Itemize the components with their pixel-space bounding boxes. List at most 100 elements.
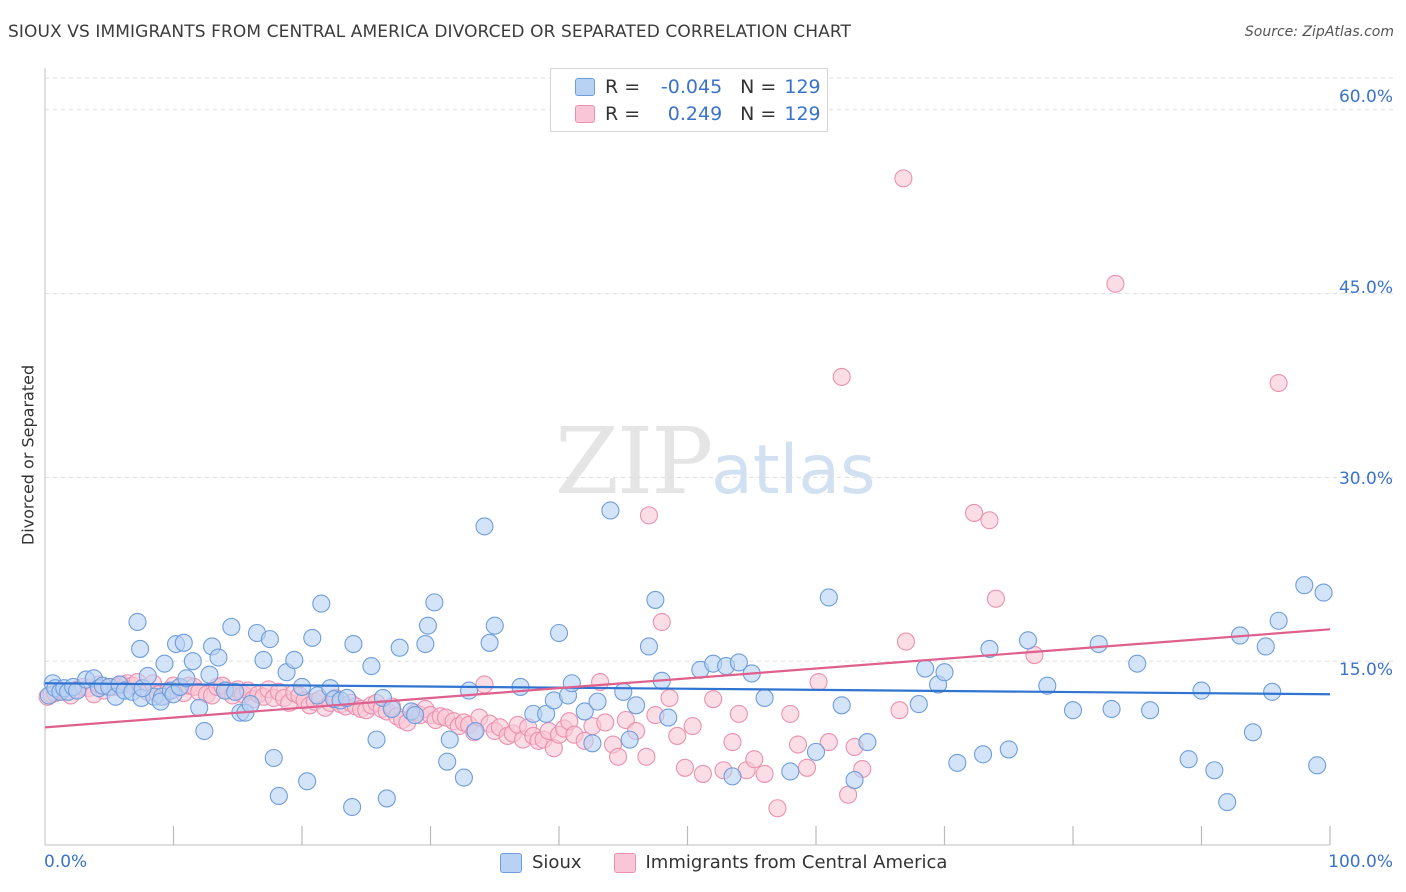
central-america-point <box>894 169 913 188</box>
sioux-point <box>909 695 928 714</box>
legend-row-central-america: R = 0.249 N = 129 <box>575 102 821 126</box>
sioux-point <box>537 704 556 723</box>
sioux-point <box>480 633 499 652</box>
sioux-point <box>292 677 312 696</box>
sioux-point <box>575 702 594 721</box>
sioux-point <box>485 616 504 635</box>
sioux-point <box>222 617 241 636</box>
central-america-point <box>1269 373 1288 393</box>
sioux-point <box>819 588 838 607</box>
central-america-point <box>788 735 808 754</box>
sioux-point <box>1063 701 1083 720</box>
central-america-point <box>609 747 628 766</box>
sioux-point <box>781 762 800 781</box>
sioux-point <box>583 734 602 753</box>
sioux-point <box>440 730 459 749</box>
chart-title: SIOUX VS IMMIGRANTS FROM CENTRAL AMERICA… <box>8 22 852 42</box>
central-america-point <box>668 726 687 745</box>
sioux-point <box>438 752 457 771</box>
central-america-point <box>1106 274 1125 293</box>
central-america-point <box>729 704 748 723</box>
legend-r-label: R = <box>605 76 641 98</box>
y-tick-label-60: 60.0% <box>1338 87 1393 107</box>
sioux-point <box>858 733 877 752</box>
legend-swatch-sioux <box>500 852 522 873</box>
legend-r-value: -0.045 <box>660 76 723 98</box>
legend-item-sioux: Sioux <box>500 852 582 873</box>
sioux-point <box>195 721 214 741</box>
sioux-point <box>138 666 157 685</box>
sioux-point <box>390 638 409 657</box>
sioux-point <box>183 652 202 671</box>
sioux-point <box>999 740 1018 759</box>
legend-n-label: N = <box>740 76 777 98</box>
sioux-point <box>362 657 381 676</box>
sioux-point <box>344 634 363 654</box>
central-america-point <box>768 799 787 818</box>
central-america-point <box>819 733 838 752</box>
legend-r-value: 0.249 <box>667 103 723 125</box>
central-america-point <box>896 632 916 651</box>
sioux-point <box>382 699 402 719</box>
sioux-point <box>1256 637 1275 656</box>
sioux-point <box>627 696 646 715</box>
sioux-point <box>269 786 288 806</box>
central-america-point <box>704 690 723 709</box>
central-america-point <box>797 758 817 777</box>
central-america-point <box>755 764 774 783</box>
central-america-point <box>475 675 494 694</box>
sioux-point <box>1308 756 1327 775</box>
sioux-point <box>1128 654 1147 673</box>
central-america-point <box>809 672 828 692</box>
central-america-point <box>639 506 659 525</box>
sioux-point <box>601 501 620 520</box>
y-tick-label-15: 15.0% <box>1338 660 1393 680</box>
sioux-point <box>646 590 665 609</box>
sioux-point <box>241 695 260 714</box>
sioux-point <box>1218 793 1237 812</box>
sioux-point <box>260 630 279 649</box>
central-america-point <box>986 589 1005 608</box>
legend-label-central-america: Immigrants from Central America <box>645 852 948 873</box>
sioux-point <box>128 612 147 632</box>
sioux-point <box>285 650 304 670</box>
sioux-point <box>1102 699 1121 719</box>
central-america-point <box>965 503 984 522</box>
sioux-point <box>935 663 954 682</box>
central-america-point <box>980 511 999 530</box>
series-legend: Sioux Immigrants from Central America <box>500 852 979 873</box>
sioux-point <box>973 745 993 764</box>
sioux-point <box>264 748 283 768</box>
legend-r-label: R = <box>605 103 641 125</box>
sioux-point <box>177 669 196 688</box>
central-america-point <box>660 688 679 708</box>
sioux-point <box>406 706 425 725</box>
sioux-point <box>659 708 678 727</box>
legend-n-label: N = <box>740 103 777 125</box>
central-america-point <box>745 750 764 769</box>
sioux-point <box>916 659 935 678</box>
sioux-point <box>729 653 748 672</box>
sioux-point <box>343 797 362 817</box>
central-america-trend-line <box>44 628 1331 729</box>
sioux-point <box>377 789 396 808</box>
legend-label-sioux: Sioux <box>532 852 582 873</box>
sioux-point <box>190 698 209 717</box>
central-america-point <box>693 764 712 783</box>
sioux-point <box>454 768 473 787</box>
sioux-point <box>1179 750 1198 769</box>
sioux-point <box>312 594 331 613</box>
central-america-point <box>637 747 656 766</box>
legend-n-value: 129 <box>784 103 821 125</box>
sioux-trend-line <box>44 682 1331 696</box>
watermark-atlas: atlas <box>711 431 876 510</box>
central-america-point <box>652 612 671 632</box>
sioux-point <box>131 639 150 658</box>
central-america-point <box>832 367 851 386</box>
central-america-point <box>596 713 615 732</box>
sioux-point <box>303 628 322 647</box>
sioux-point <box>1269 611 1288 630</box>
sioux-point <box>418 616 437 635</box>
sioux-point <box>200 665 219 684</box>
sioux-point <box>948 753 967 772</box>
